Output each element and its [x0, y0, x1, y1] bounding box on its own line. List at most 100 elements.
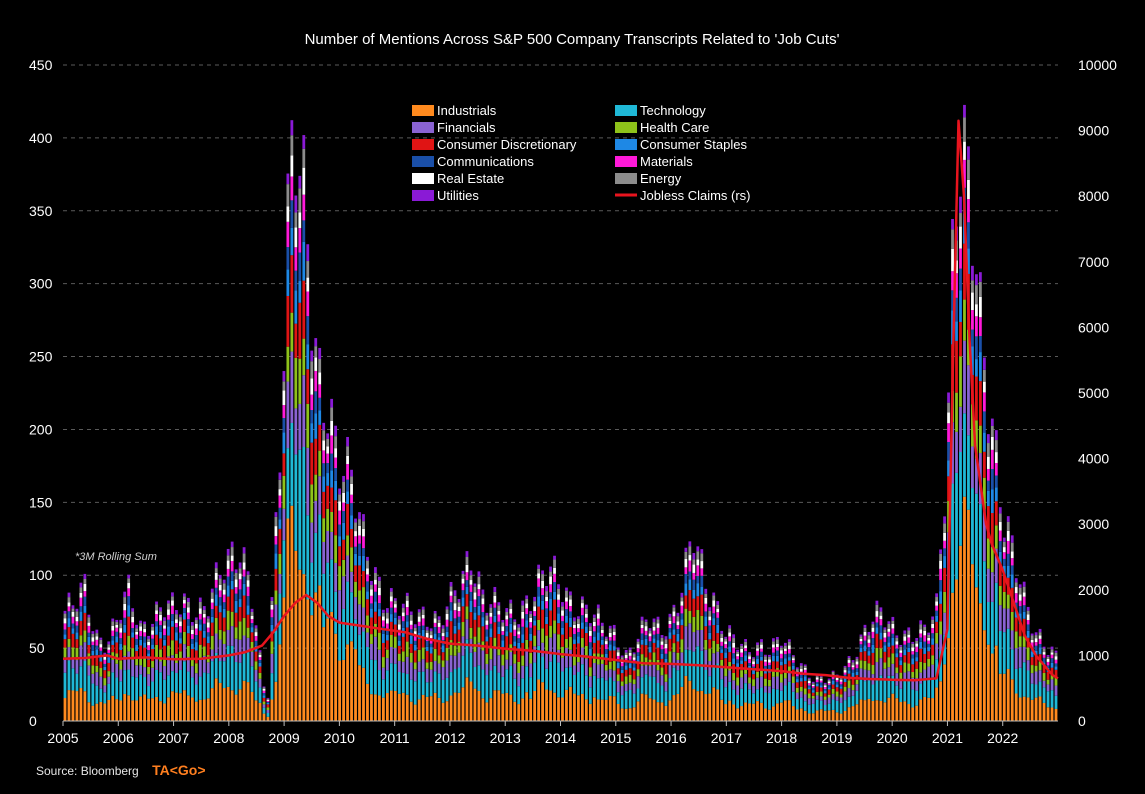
- bar-segment: [823, 696, 827, 700]
- bar-segment: [262, 697, 266, 702]
- bar-segment: [246, 614, 250, 628]
- bar-segment: [186, 601, 190, 608]
- bar-segment: [258, 657, 262, 661]
- bar-segment: [835, 677, 839, 681]
- bar-segment: [911, 707, 915, 721]
- bar-segment: [469, 575, 473, 581]
- bar-segment: [290, 120, 294, 136]
- bar-segment: [338, 494, 342, 502]
- bar-segment: [584, 645, 588, 659]
- bar-segment: [696, 583, 700, 597]
- bar-segment: [935, 621, 939, 633]
- bar-segment: [963, 496, 966, 721]
- bar-segment: [517, 624, 521, 628]
- bar-segment: [182, 644, 186, 662]
- bar-segment: [533, 615, 537, 621]
- bar-segment: [887, 636, 891, 643]
- bar-segment: [234, 627, 238, 639]
- bar-segment: [218, 682, 222, 721]
- bar-segment: [772, 638, 775, 642]
- bar-segment: [955, 297, 958, 322]
- bar-segment: [358, 665, 361, 721]
- bar-segment: [179, 643, 182, 652]
- bar-segment: [262, 687, 266, 689]
- bar-segment: [127, 669, 131, 696]
- bar-segment: [123, 693, 127, 721]
- bar-segment: [537, 619, 541, 631]
- bar-segment: [772, 655, 775, 662]
- bar-segment: [151, 644, 154, 649]
- bar-segment: [270, 604, 274, 610]
- bar-segment: [346, 436, 349, 447]
- bar-segment: [131, 616, 135, 623]
- bar-segment: [465, 551, 469, 557]
- bar-segment: [354, 536, 357, 547]
- bar-segment: [1030, 673, 1034, 684]
- bar-segment: [338, 590, 342, 622]
- bar-segment: [210, 592, 214, 599]
- bar-segment: [250, 619, 254, 624]
- bar-segment: [803, 680, 807, 689]
- bar-segment: [123, 610, 127, 618]
- x-tick-label: 2011: [380, 730, 410, 746]
- bar-segment: [374, 636, 377, 661]
- bar-segment: [577, 654, 580, 663]
- bar-segment: [561, 671, 564, 698]
- bar-segment: [135, 644, 139, 652]
- bar-segment: [489, 637, 493, 647]
- bar-segment: [1050, 667, 1054, 674]
- bar-segment: [935, 615, 939, 622]
- right-tick-label: 1000: [1078, 647, 1109, 663]
- bar-segment: [923, 630, 927, 636]
- bar-segment: [409, 635, 413, 644]
- bar-segment: [975, 285, 978, 305]
- bar-segment: [939, 634, 942, 652]
- bar-segment: [736, 649, 740, 652]
- bar-segment: [493, 622, 497, 638]
- bar-segment: [716, 617, 720, 625]
- bar-segment: [959, 226, 962, 249]
- bar-segment: [545, 624, 548, 636]
- bar-segment: [473, 583, 477, 587]
- bar-segment: [238, 621, 242, 640]
- bar-segment: [405, 592, 409, 596]
- bar-segment: [1026, 624, 1030, 631]
- bar-segment: [959, 196, 962, 214]
- bar-segment: [1010, 630, 1014, 650]
- bar-segment: [744, 683, 747, 703]
- bar-segment: [748, 663, 751, 666]
- bar-segment: [214, 572, 218, 580]
- bar-segment: [298, 449, 302, 570]
- bar-segment: [982, 357, 986, 370]
- bar-segment: [764, 665, 767, 669]
- bar-segment: [286, 247, 290, 270]
- bar-segment: [644, 657, 648, 666]
- bar-segment: [644, 638, 648, 646]
- bar-segment: [923, 624, 927, 628]
- bar-segment: [1030, 633, 1034, 636]
- bar-segment: [975, 587, 978, 721]
- bar-segment: [278, 507, 282, 520]
- bar-segment: [119, 619, 123, 624]
- bar-segment: [190, 625, 194, 631]
- bar-segment: [393, 600, 397, 605]
- bar-segment: [907, 647, 911, 653]
- bar-segment: [636, 644, 640, 649]
- bar-segment: [549, 598, 552, 611]
- bar-segment: [819, 676, 823, 679]
- bar-segment: [389, 663, 393, 691]
- bar-segment: [290, 351, 294, 423]
- bar-segment: [206, 673, 210, 699]
- bar-segment: [441, 660, 445, 668]
- bar-segment: [425, 650, 429, 663]
- bar-segment: [127, 574, 131, 579]
- bar-segment: [712, 592, 716, 596]
- bar-segment: [429, 643, 433, 648]
- bar-segment: [171, 592, 174, 597]
- bar-segment: [875, 678, 879, 701]
- bar-segment: [577, 618, 580, 624]
- bar-segment: [290, 176, 294, 201]
- x-tick-label: 2009: [269, 730, 300, 746]
- bar-segment: [91, 645, 95, 651]
- bar-segment: [529, 698, 533, 721]
